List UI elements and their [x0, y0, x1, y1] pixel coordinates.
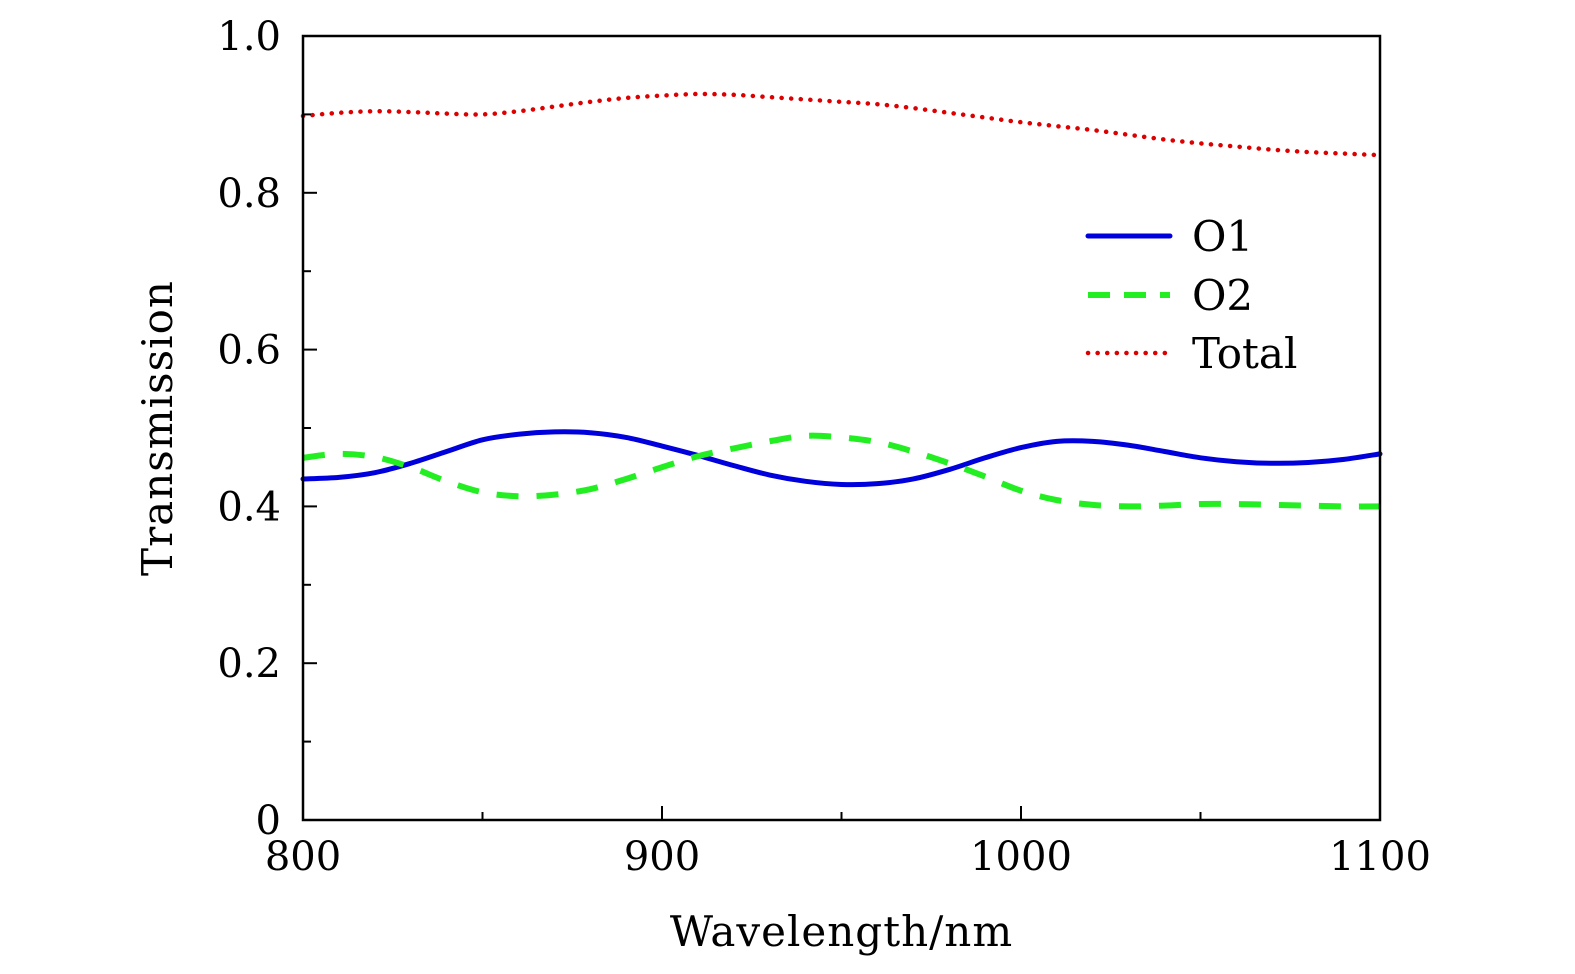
legend-label-o1: O1: [1192, 212, 1253, 261]
axes-layer: 800 900 1000 1100 0 0.2 0.4 0.6 0.8 1.0 Wavelength…: [133, 14, 1431, 956]
series-line-o1: [300, 429, 1383, 488]
legend: O1 O2 Total: [1085, 212, 1297, 378]
x-tick-label: 800: [265, 834, 341, 880]
series-line-total: [300, 91, 1383, 158]
y-axis-title: Transmission: [133, 280, 182, 576]
y-tick-label: 0: [256, 798, 281, 844]
y-tick-label: 0.8: [217, 171, 281, 217]
series-layer: [300, 91, 1383, 510]
x-axis-title: Wavelength/nm: [670, 907, 1013, 956]
x-tick-label: 1000: [970, 834, 1072, 880]
y-tick-label: 0.2: [217, 641, 281, 687]
x-tick-label: 1100: [1329, 834, 1431, 880]
x-tick-label: 900: [624, 834, 700, 880]
y-tick-label: 1.0: [217, 14, 281, 60]
plot-frame: [301, 34, 1382, 822]
series-line-o2: [302, 432, 1381, 510]
y-tick-label: 0.4: [217, 484, 281, 530]
legend-label-o2: O2: [1192, 271, 1253, 320]
legend-label-total: Total: [1192, 329, 1297, 378]
y-tick-label: 0.6: [217, 328, 281, 374]
